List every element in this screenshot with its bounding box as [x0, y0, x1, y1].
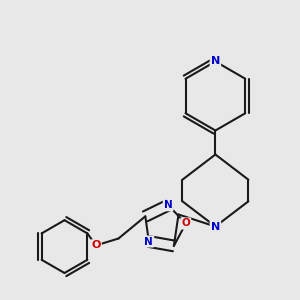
Text: N: N — [164, 200, 172, 210]
Text: O: O — [91, 240, 101, 250]
Text: N: N — [145, 236, 153, 247]
Text: N: N — [211, 221, 220, 232]
Text: N: N — [211, 56, 220, 67]
Text: O: O — [182, 218, 190, 229]
